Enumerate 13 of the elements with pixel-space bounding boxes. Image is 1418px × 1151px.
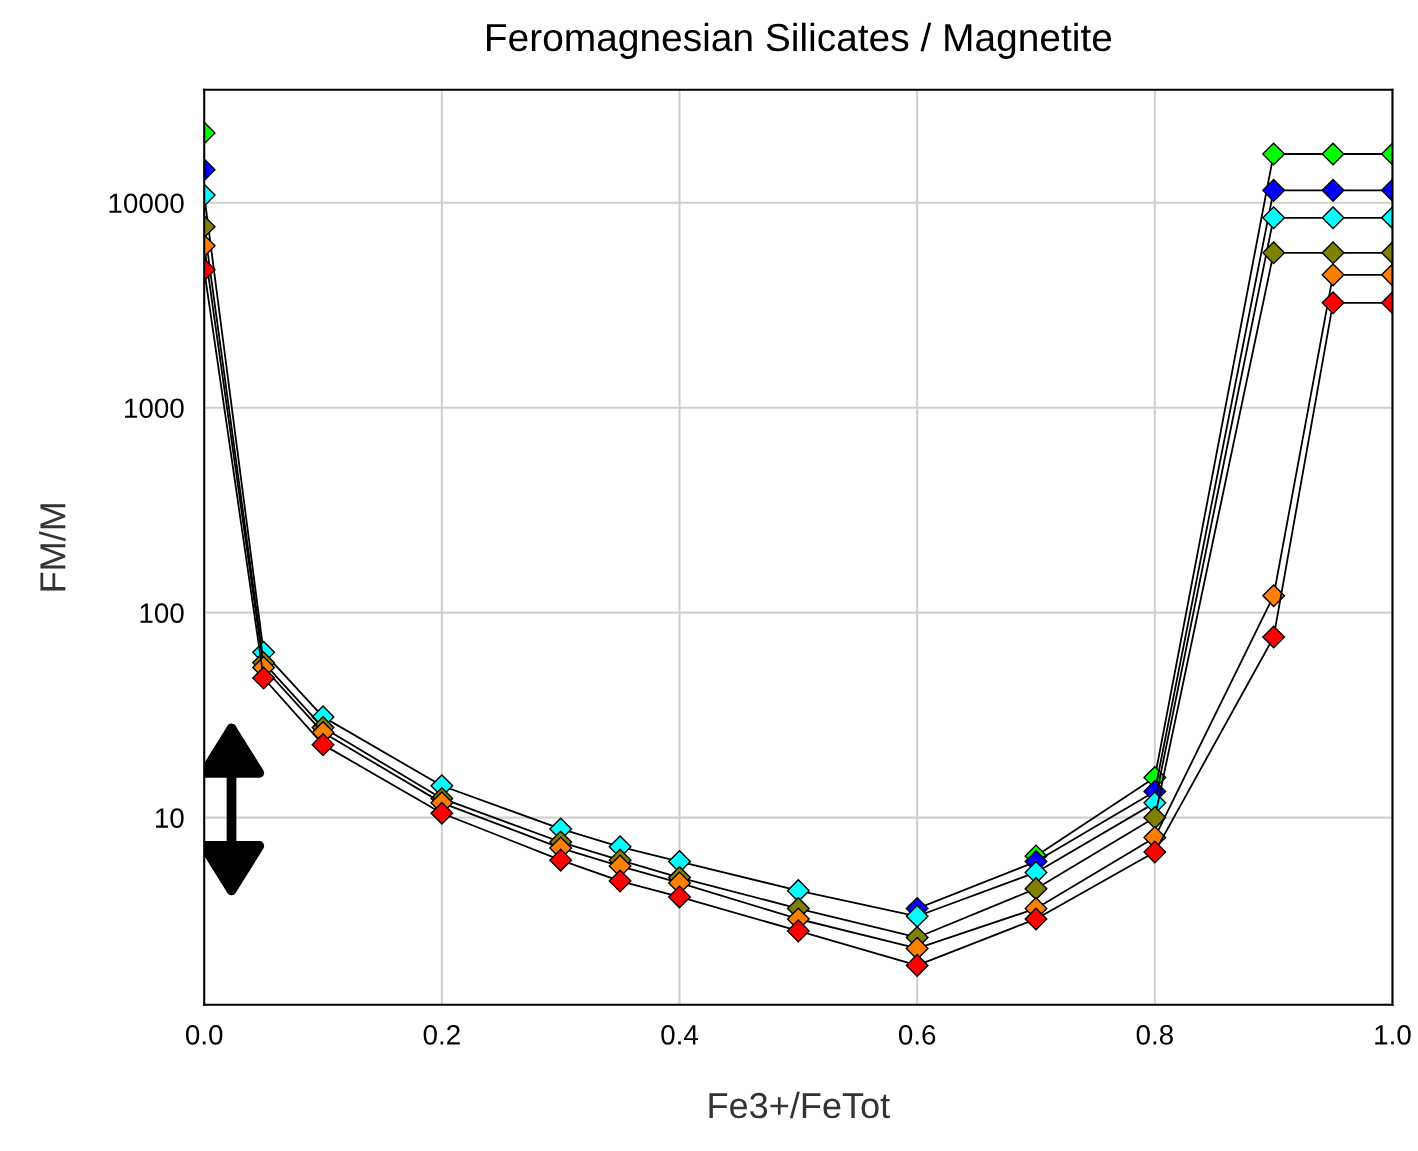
- y-tick-label: 10000: [109, 193, 184, 214]
- x-axis-title: Fe3+/FeTot: [709, 1091, 890, 1119]
- x-tick-label: 0.6: [898, 1025, 936, 1045]
- x-tick-label: 0.8: [1136, 1025, 1173, 1045]
- y-tick-label: 1000: [125, 398, 184, 419]
- y-axis-title: FM/M: [39, 504, 66, 591]
- chart-title: Feromagnesian Silicates / Magnetite: [487, 22, 1112, 59]
- y-tick-label: 10: [155, 808, 184, 828]
- x-tick-label: 0.0: [185, 1025, 223, 1045]
- x-tick-label: 0.2: [423, 1025, 460, 1045]
- y-tick-label: 100: [140, 603, 184, 623]
- x-tick-label: 1.0: [1375, 1025, 1411, 1045]
- x-tick-label: 0.4: [661, 1025, 698, 1045]
